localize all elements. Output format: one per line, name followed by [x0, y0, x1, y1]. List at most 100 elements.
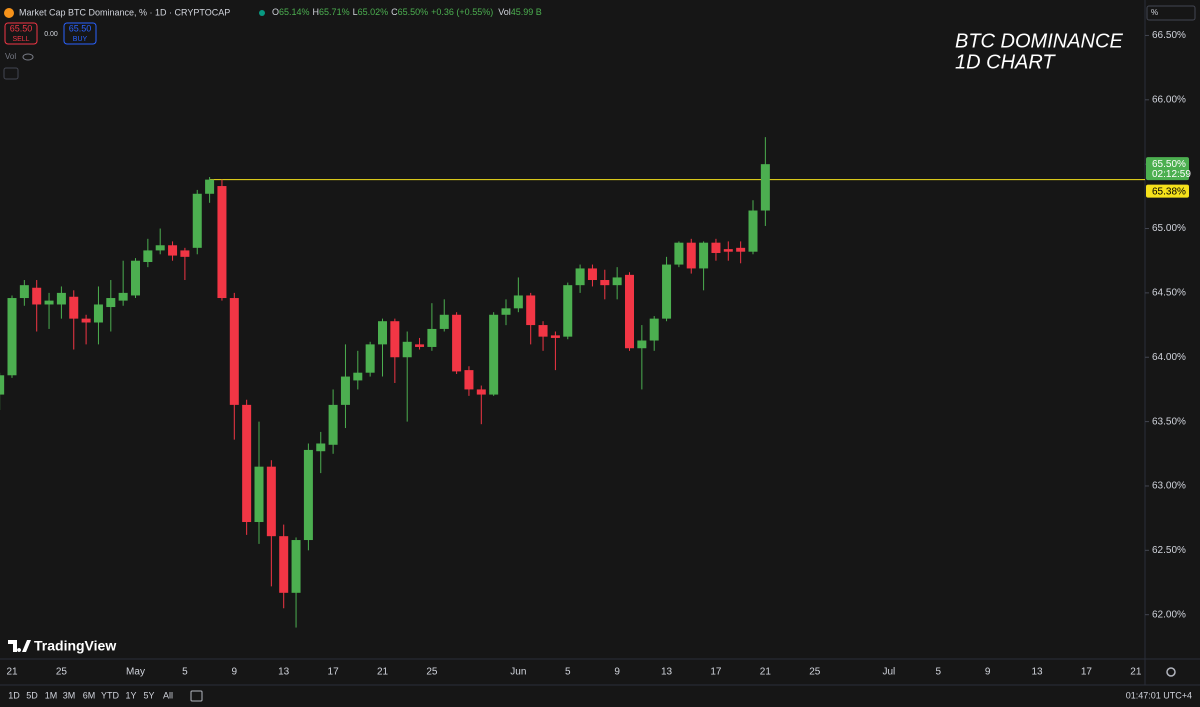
range-button[interactable]: 6M	[83, 690, 96, 700]
y-tick-label: 66.50%	[1152, 30, 1186, 41]
candle-body	[205, 179, 215, 194]
candle-body	[662, 264, 672, 319]
x-tick-label: 17	[1081, 667, 1093, 678]
x-tick-label: May	[126, 667, 145, 678]
x-tick-label: 9	[614, 667, 620, 678]
o-label: O	[272, 7, 279, 17]
range-button[interactable]: 5Y	[143, 690, 154, 700]
date-range-icon[interactable]	[190, 690, 203, 702]
scale-mode[interactable]	[1146, 5, 1196, 21]
candle-body	[279, 536, 289, 593]
candle-body	[686, 242, 696, 269]
candle-body	[56, 292, 66, 305]
range-button[interactable]: 3M	[63, 690, 76, 700]
l-label: L	[353, 7, 358, 17]
x-tick-label: Jun	[510, 667, 526, 678]
ohlc: O65.14% H65.71% L65.02% C65.50% +0.36 (+0.55…	[272, 7, 542, 17]
candle-body	[69, 296, 79, 319]
y-tick-label: 63.00%	[1152, 481, 1186, 492]
y-tick-label: 65.00%	[1152, 223, 1186, 234]
candle-body	[291, 540, 301, 593]
candle-body	[131, 260, 140, 296]
range-button[interactable]: 5D	[26, 690, 38, 700]
candle-body	[390, 321, 400, 358]
candle-body	[600, 280, 610, 286]
collapse-button[interactable]	[3, 67, 19, 80]
logo-icon	[8, 640, 31, 652]
o-value: 65.14%	[279, 7, 310, 17]
range-button[interactable]: YTD	[101, 690, 120, 700]
plot	[0, 137, 1145, 628]
candle-body	[353, 372, 363, 381]
x-tick-label: 5	[182, 667, 188, 678]
candle-body	[143, 250, 153, 262]
annotation: 1D CHART	[955, 51, 1056, 73]
candle-body	[501, 308, 511, 315]
h-label: H	[313, 7, 320, 17]
x-tick-label: 21	[1130, 667, 1142, 678]
candle-body	[649, 318, 659, 341]
scale-unit: %	[1151, 8, 1158, 17]
candle-body	[7, 298, 17, 376]
h-value: 65.71%	[319, 7, 350, 17]
range-button[interactable]: All	[163, 690, 173, 700]
candle-body	[476, 389, 486, 395]
candle-body	[155, 245, 165, 251]
candle-body	[760, 164, 770, 211]
c-value: 65.50%	[398, 7, 429, 17]
visibility-icon[interactable]	[22, 53, 34, 61]
candle-body	[513, 295, 523, 309]
candle-body	[711, 242, 721, 253]
candle-body	[427, 328, 437, 347]
symbol-title: Market Cap BTC Dominance, % · 1D · CRYPT…	[19, 7, 230, 17]
range-button[interactable]: 1Y	[125, 690, 136, 700]
y-tick-label: 62.00%	[1152, 609, 1186, 620]
annotation: BTC DOMINANCE	[955, 30, 1123, 52]
candle-body	[464, 370, 474, 390]
candle-body	[93, 304, 103, 323]
candle-body	[402, 341, 412, 358]
candle-body	[254, 466, 264, 523]
y-tick-label: 63.50%	[1152, 416, 1186, 427]
x-tick-label: 21	[377, 667, 389, 678]
sell-label: SELL	[12, 36, 29, 43]
candle-body	[563, 285, 573, 337]
candle-body	[180, 250, 190, 257]
vol-indicator[interactable]: Vol	[5, 52, 16, 61]
range-toolbar: 1D 5D 1M 3M 6M YTD 1Y 5Y All	[8, 690, 173, 700]
sell-button[interactable]	[4, 22, 38, 45]
x-tick-label: 25	[426, 667, 438, 678]
market-status	[259, 10, 265, 16]
candle-body	[526, 295, 536, 326]
x-tick-label: 5	[935, 667, 941, 678]
candle-body	[81, 318, 91, 323]
candle-body	[439, 314, 449, 329]
x-tick-label: 25	[809, 667, 821, 678]
candle-body	[575, 268, 585, 286]
change: +0.36 (+0.55%)	[431, 7, 493, 17]
y-tick-label: 64.50%	[1152, 288, 1186, 299]
x-tick-label: 9	[985, 667, 991, 678]
range-button[interactable]: 1M	[45, 690, 58, 700]
buy-button[interactable]	[63, 22, 97, 45]
candle-body	[328, 404, 338, 445]
candle-body	[699, 242, 709, 269]
candle-body	[723, 249, 733, 252]
level-price-box	[1146, 184, 1189, 198]
candle-body	[0, 375, 5, 395]
clock: 01:47:01 UTC+4	[1126, 690, 1192, 700]
candle-body	[637, 340, 647, 349]
candle-body	[674, 242, 684, 265]
countdown: 02:12:59	[1152, 169, 1191, 180]
buy-label: BUY	[73, 36, 88, 43]
candle-body	[489, 314, 499, 395]
settings-icon[interactable]	[1166, 667, 1176, 677]
x-tick-label: Jul	[882, 667, 895, 678]
x-tick-label: 17	[328, 667, 340, 678]
candle-body	[378, 321, 387, 345]
sell-price: 65.50	[10, 23, 33, 33]
range-button[interactable]: 1D	[8, 690, 20, 700]
